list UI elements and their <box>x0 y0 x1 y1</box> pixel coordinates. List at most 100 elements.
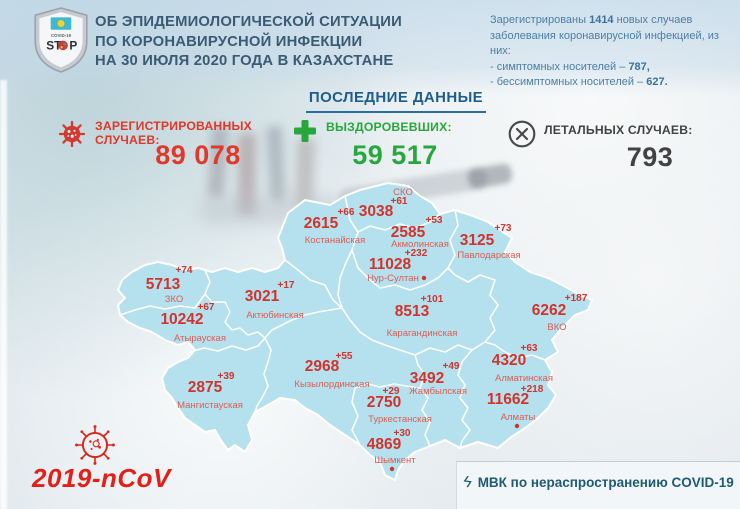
latest-data-heading: ПОСЛЕДНИЕ ДАННЫЕ <box>306 89 486 113</box>
region-delta: +63 <box>521 343 538 354</box>
region-name: Карагандинская <box>387 328 458 339</box>
region-delta: +53 <box>426 215 443 226</box>
region-label-almaty-city: +218 11662 Алматы <box>487 384 544 429</box>
region-delta: +30 <box>394 428 411 439</box>
region-label-aktobe: +17 3021 Актюбинская <box>245 280 304 321</box>
recovered-label: ВЫЗДОРОВЕВШИХ: <box>326 120 452 134</box>
region-label-almaty-region: +63 4320 Алматинская <box>492 343 553 384</box>
region-cases: 3125 <box>460 232 495 249</box>
title-line-2: ПО КОРОНАВИРУСНОЙ ИНФЕКЦИИ <box>95 33 363 50</box>
region-delta: +73 <box>495 223 512 234</box>
almaty-city-dot <box>514 423 520 429</box>
region-label-kostanay: +66 2615 Костанайская <box>304 207 365 246</box>
region-cases: 2585 <box>391 224 426 241</box>
registered-cases-label: ЗАРЕГИСТРИРОВАННЫХ СЛУЧАЕВ: <box>95 119 252 147</box>
flag-sun <box>57 19 65 28</box>
note-symptomatic-value: 787, <box>628 60 650 73</box>
region-label-pavlodar: +73 3125 Павлодарская <box>457 223 520 261</box>
region-name: СКО <box>393 187 413 198</box>
region-label-nur-sultan: +232 11028 Нур-Султан <box>367 248 428 284</box>
ncov-label: 2019-nCoV <box>32 463 171 493</box>
region-cases: 4320 <box>492 352 526 369</box>
region-cases: 4869 <box>367 436 402 453</box>
region-cases: 11662 <box>487 391 529 408</box>
region-cases: 2875 <box>188 379 223 396</box>
note-line2: заболевания коронавирусной инфекцией, из… <box>490 29 719 58</box>
title-line-3: НА 30 ИЮЛЯ 2020 ГОДА В КАЗАХСТАНЕ <box>95 53 394 69</box>
shield-icon: COVID-19 ST P <box>34 7 88 73</box>
region-delta: +55 <box>336 351 353 362</box>
region-cases: 5713 <box>146 276 181 293</box>
region-name: Мангистауская <box>177 400 243 411</box>
region-delta: +67 <box>198 302 215 313</box>
region-label-atyrau: +67 10242 Атырауская <box>160 302 226 344</box>
shymkent-city-dot <box>389 466 395 472</box>
note-line1-suffix: новых случаев <box>613 14 693 26</box>
region-delta: +218 <box>521 384 544 395</box>
registered-cases-value: 89 078 <box>155 140 241 170</box>
shield-stop-text-right: P <box>69 38 77 52</box>
region-cases: 2968 <box>305 358 340 375</box>
region-label-mangystau: +39 2875 Мангистауская <box>177 371 243 411</box>
region-name: ВКО <box>547 322 566 333</box>
region-delta: +29 <box>383 386 400 397</box>
top-banner-background <box>0 0 740 96</box>
region-cases: 6262 <box>532 302 566 319</box>
region-delta: +61 <box>391 196 408 207</box>
region-label-akmola: +53 2585 Акмолинская <box>391 215 449 250</box>
region-name: Акмолинская <box>391 239 449 250</box>
region-cases: 2750 <box>367 394 401 411</box>
region-delta: +49 <box>443 361 460 372</box>
recovered-value: 59 517 <box>352 140 438 170</box>
region-name: Кызылординская <box>294 379 369 390</box>
region-name: ЗКО <box>165 294 184 305</box>
virus-icon <box>56 118 88 155</box>
region-delta: +17 <box>278 280 295 291</box>
region-delta: +101 <box>421 294 444 305</box>
region-label-kyzylorda: +55 2968 Кызылординская <box>294 351 369 390</box>
note-symptomatic-label: - симптомных носителей – <box>490 60 629 73</box>
circle-x-icon <box>507 119 537 154</box>
region-label-zhambyl: +49 3492 Жамбылская <box>409 361 467 397</box>
note-new-cases-value: 1414 <box>589 14 614 26</box>
region-name: Нур-Султан <box>367 273 419 284</box>
lightning-bolt-icon: ϟ <box>461 473 474 492</box>
region-name: Актюбинская <box>246 310 304 321</box>
shield-stop-text-left: ST <box>46 38 62 52</box>
region-name: Туркестанская <box>368 414 432 425</box>
region-name: Алматинская <box>495 373 553 384</box>
region-name: Костанайская <box>305 235 365 246</box>
region-delta: +187 <box>565 293 588 304</box>
region-label-shymkent: +30 4869 Шымкент <box>367 428 416 472</box>
region-delta: +39 <box>218 371 235 382</box>
region-cases: 3492 <box>410 370 444 387</box>
region-delta: +66 <box>338 207 355 218</box>
region-name: Атырауская <box>174 333 226 344</box>
note-asymptomatic-label: - бессимптомных носителей – <box>490 76 647 88</box>
note-asymptomatic-value: 627. <box>646 76 668 88</box>
stop-shield-logo: COVID-19 ST P <box>32 7 90 73</box>
region-cases: 3038 <box>359 203 394 220</box>
committee-footer-bar: ϟ МВК по нераспространению COVID-19 <box>456 461 740 509</box>
photo-test-tube <box>238 133 256 215</box>
new-cases-note: Зарегистрированы 1414 новых случаев забо… <box>490 13 735 91</box>
virus-outline-icon <box>72 422 118 468</box>
deaths-value: 793 <box>626 142 674 172</box>
page-title: ОБ ЭПИДЕМИОЛОГИЧЕСКОЙ СИТУАЦИИ ПО КОРОНА… <box>95 13 425 72</box>
region-label-sko: СКО +61 3038 <box>359 187 413 220</box>
region-name: Жамбылская <box>409 386 467 397</box>
shield-covid-text: COVID-19 <box>51 33 72 38</box>
plus-icon <box>291 117 319 150</box>
region-cases: 3021 <box>245 288 280 305</box>
region-delta: +232 <box>405 248 428 259</box>
kazakhstan-outline <box>117 182 593 481</box>
region-label-vko: +187 6262 ВКО <box>532 293 588 333</box>
nur-sultan-city-dot <box>421 275 427 281</box>
region-name: Павлодарская <box>457 250 520 261</box>
region-borders <box>119 195 546 449</box>
region-label-karaganda: +101 8513 Карагандинская <box>387 294 458 339</box>
region-cases: 2615 <box>304 215 339 232</box>
region-cases: 10242 <box>160 311 203 328</box>
region-name: Алматы <box>501 412 536 423</box>
